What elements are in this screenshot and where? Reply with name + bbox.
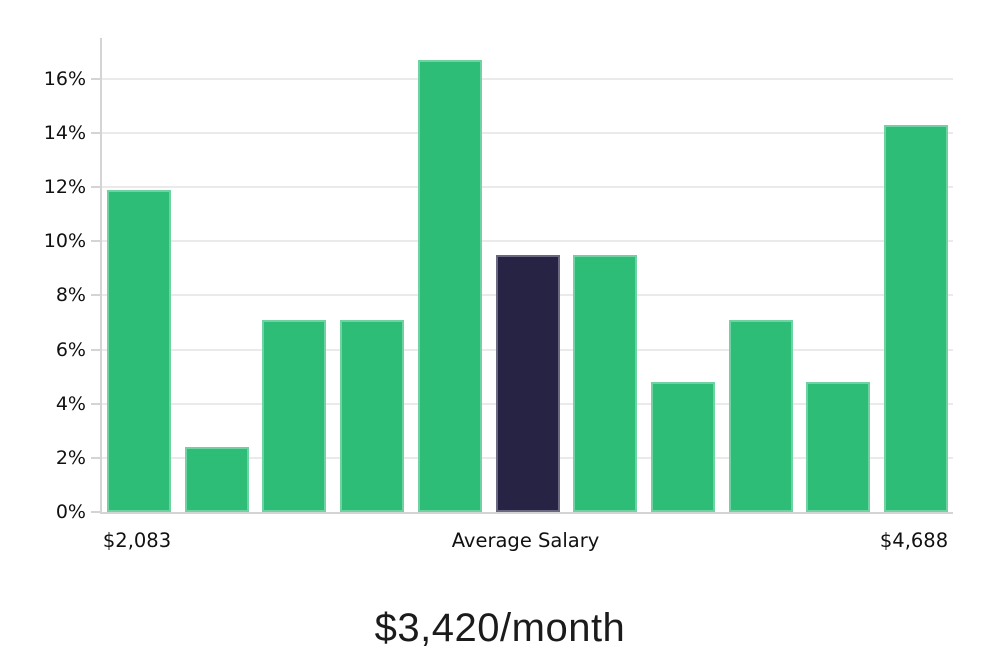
gridline — [102, 185, 953, 188]
x-axis-label-min: $2,083 — [102, 529, 172, 552]
histogram-bar — [184, 447, 249, 512]
y-tick-label: 12% — [43, 175, 86, 198]
histogram-bar — [728, 319, 793, 512]
y-tick-mark — [91, 294, 100, 297]
histogram-bar — [107, 189, 171, 512]
x-axis-label-average: Average Salary — [451, 529, 600, 552]
y-tick-mark — [91, 77, 100, 80]
histogram-bar — [417, 59, 482, 512]
y-tick-label: 8% — [55, 284, 86, 307]
y-tick-mark — [91, 511, 100, 513]
y-axis: 0% 2% 4% 6% 8% 10% 12% 14% 16% — [0, 38, 100, 523]
gridline — [102, 77, 953, 80]
y-tick-mark — [91, 185, 100, 188]
y-tick-label: 4% — [55, 392, 86, 415]
histogram-bar — [806, 382, 871, 512]
histogram-bar-highlighted — [495, 254, 560, 512]
histogram-bar — [573, 254, 638, 512]
histogram-bar — [884, 124, 948, 512]
y-tick-label: 16% — [43, 67, 86, 90]
y-tick-mark — [91, 456, 100, 459]
y-tick-label: 14% — [43, 121, 86, 144]
gridline — [102, 240, 953, 243]
x-axis-labels: $2,083 Average Salary $4,688 — [0, 526, 1000, 556]
gridline — [102, 131, 953, 134]
y-tick-mark — [91, 348, 100, 351]
y-tick-label: 10% — [43, 230, 86, 253]
y-tick-mark — [91, 240, 100, 243]
histogram-bar — [262, 319, 327, 512]
histogram-bar — [650, 382, 715, 512]
histogram-bar — [340, 319, 405, 512]
y-tick-mark — [91, 402, 100, 405]
y-tick-label: 2% — [55, 446, 86, 469]
y-tick-label: 6% — [55, 338, 86, 361]
x-axis-label-max: $4,688 — [879, 529, 949, 552]
y-tick-mark — [91, 131, 100, 134]
y-tick-label: 0% — [55, 501, 86, 523]
plot-area — [100, 38, 953, 514]
average-salary-amount: $3,420/month — [374, 606, 626, 650]
